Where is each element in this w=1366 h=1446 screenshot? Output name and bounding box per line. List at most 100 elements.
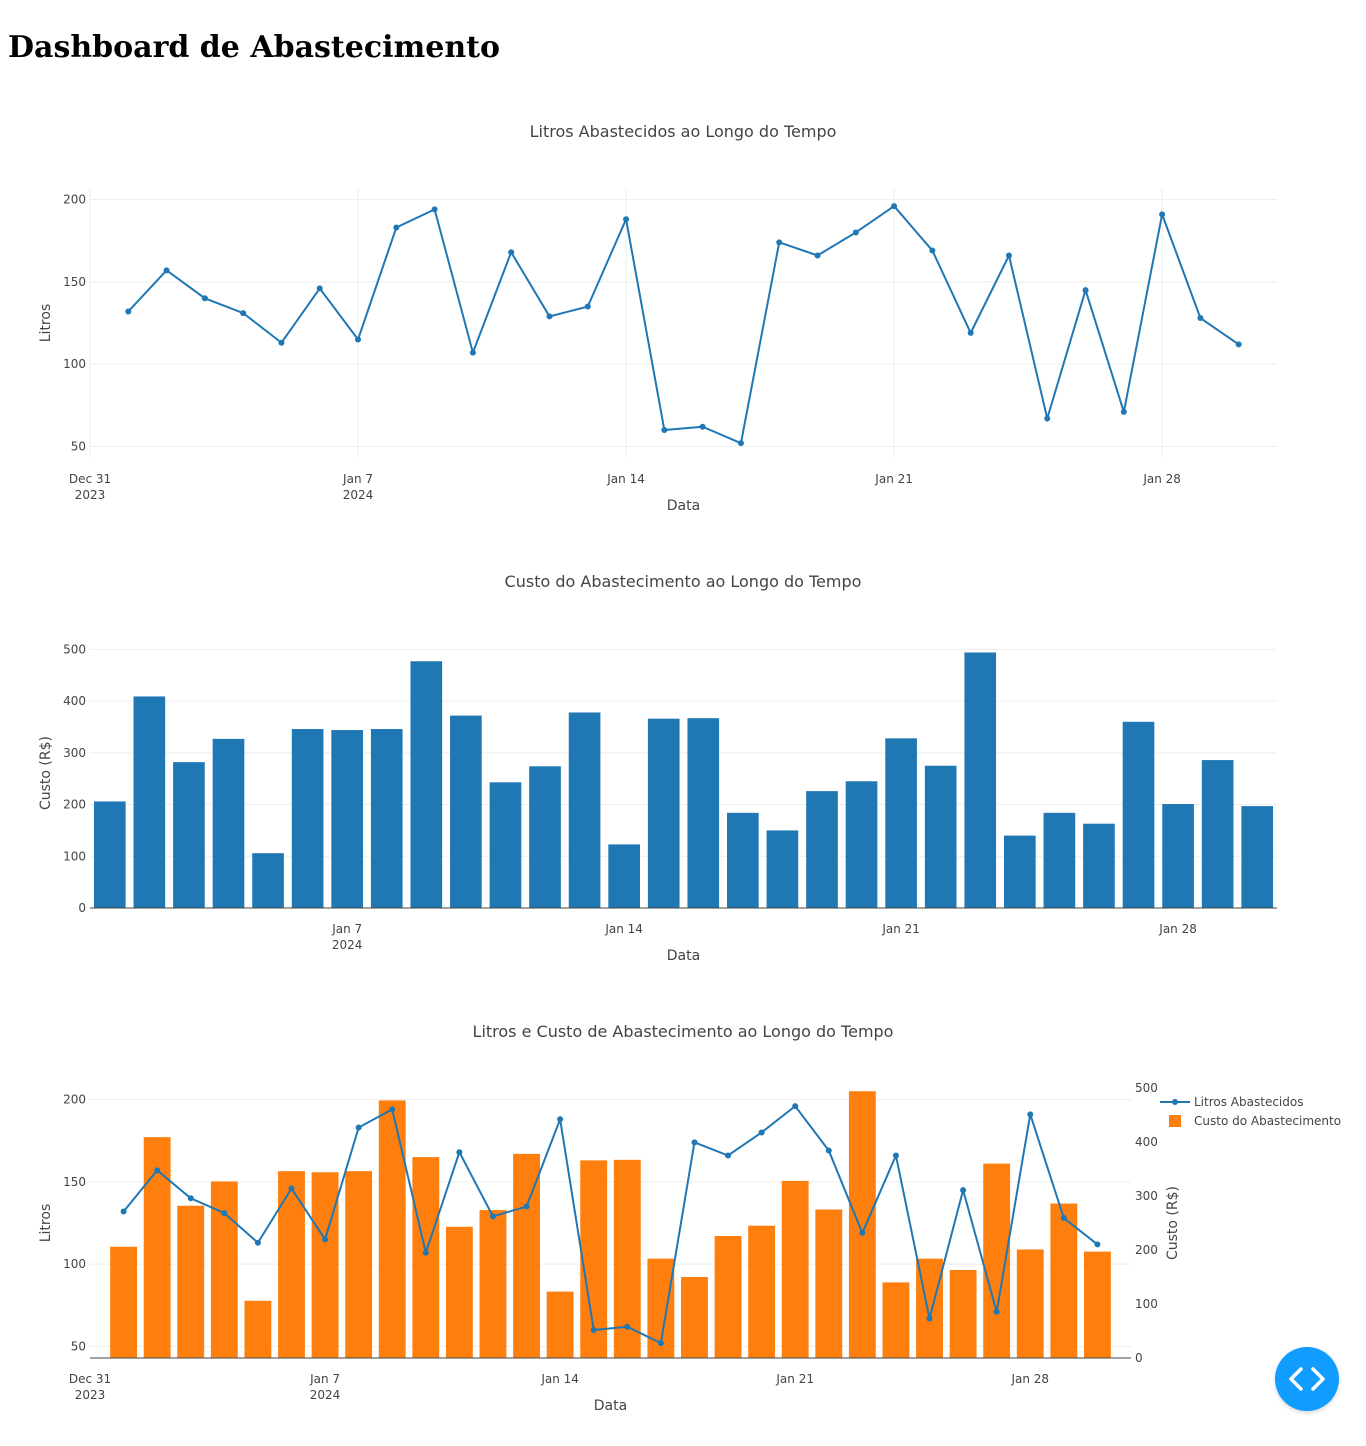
- data-point: [120, 1208, 127, 1215]
- bar: [1043, 812, 1076, 908]
- bar: [608, 844, 640, 908]
- chart-title: Litros e Custo de Abastecimento ao Longo…: [473, 1022, 894, 1041]
- data-point: [1094, 1241, 1101, 1248]
- bar: [781, 1180, 809, 1358]
- bar: [331, 730, 364, 908]
- bar: [1050, 1203, 1078, 1358]
- y-tick-label: 400: [63, 694, 86, 708]
- bar: [1083, 823, 1115, 908]
- data-point: [422, 1249, 429, 1256]
- bar: [882, 1282, 910, 1358]
- data-point: [892, 1152, 899, 1159]
- code-toggle-button[interactable]: [1275, 1347, 1339, 1411]
- data-point: [859, 1229, 866, 1236]
- y-tick-label: 50: [71, 439, 86, 453]
- bar: [714, 1235, 742, 1358]
- bar: [687, 718, 720, 908]
- y-axis-label: Litros: [38, 304, 54, 343]
- y-tick-label: 300: [63, 746, 86, 760]
- bar: [252, 853, 284, 908]
- x-tick-label: Jan 14: [540, 1372, 579, 1386]
- bar: [1201, 760, 1234, 908]
- bar: [489, 782, 522, 908]
- bar: [949, 1269, 977, 1358]
- bar: [924, 765, 957, 908]
- bar: [848, 1091, 876, 1358]
- data-point: [489, 1213, 496, 1220]
- chart-litros-custo[interactable]: Litros e Custo de Abastecimento ao Longo…: [0, 1000, 1366, 1430]
- bar: [378, 1100, 406, 1358]
- y2-tick-label: 0: [1135, 1351, 1143, 1365]
- bar: [412, 1157, 440, 1358]
- x-tick-year: 2023: [75, 1388, 106, 1402]
- bar: [964, 652, 997, 908]
- data-point: [1005, 252, 1012, 259]
- data-point: [201, 295, 208, 302]
- data-point: [163, 267, 170, 274]
- data-point: [926, 1315, 933, 1322]
- x-tick-label: Jan 14: [606, 472, 645, 486]
- y-tick-label: 150: [63, 275, 86, 289]
- x-tick-label: Jan 28: [1142, 472, 1181, 486]
- data-point: [657, 1340, 664, 1347]
- x-tick-label: Jan 7: [331, 922, 362, 936]
- chart-title: Litros Abastecidos ao Longo do Tempo: [530, 122, 837, 141]
- data-point: [691, 1139, 698, 1146]
- bar: [143, 1137, 171, 1358]
- x-tick-label: Jan 14: [604, 922, 643, 936]
- data-point: [623, 216, 630, 223]
- chart-litros[interactable]: Litros Abastecidos ao Longo do Tempo 50 10…: [0, 100, 1366, 530]
- bar: [410, 661, 443, 908]
- data-point: [546, 313, 553, 320]
- bar: [727, 812, 759, 908]
- data-point: [776, 239, 783, 246]
- x-tick-label: Jan 28: [1158, 922, 1197, 936]
- x-tick-label: Jan 21: [881, 922, 920, 936]
- data-point: [469, 349, 476, 356]
- chart-custo[interactable]: Custo do Abastecimento ao Longo do Tempo…: [0, 550, 1366, 980]
- y-tick-label: 100: [63, 849, 86, 863]
- data-point: [852, 229, 859, 236]
- legend-item-custo: Custo do Abastecimento: [1194, 1114, 1341, 1128]
- bar: [244, 1300, 272, 1358]
- x-tick-year: 2024: [310, 1388, 341, 1402]
- series-line: [127, 204, 1240, 445]
- data-point: [1082, 287, 1089, 294]
- data-point: [456, 1149, 463, 1156]
- bar: [291, 729, 324, 908]
- y-tick-label: 0: [78, 901, 86, 915]
- x-tick-label: Jan 28: [1010, 1372, 1049, 1386]
- bar: [845, 781, 878, 908]
- bar: [806, 791, 838, 908]
- data-point: [967, 329, 974, 336]
- bar: [1241, 806, 1274, 908]
- code-icon: [1289, 1367, 1325, 1391]
- data-point: [389, 1106, 396, 1113]
- data-point: [1044, 415, 1051, 422]
- bar: [93, 801, 126, 908]
- y-tick-label: 100: [63, 357, 86, 371]
- data-point: [624, 1323, 631, 1330]
- y2-tick-label: 200: [1135, 1243, 1158, 1257]
- x-tick-label: Dec 31: [69, 1372, 111, 1386]
- data-point: [814, 252, 821, 259]
- bar: [513, 1153, 540, 1358]
- bar: [1122, 721, 1155, 908]
- data-point: [584, 303, 591, 310]
- y-tick-label: 50: [71, 1339, 86, 1353]
- data-point: [960, 1187, 967, 1194]
- data-point: [187, 1195, 194, 1202]
- bar: [529, 766, 561, 908]
- data-point: [125, 308, 132, 315]
- bar: [345, 1171, 373, 1358]
- bar: [212, 738, 245, 908]
- data-point: [891, 203, 898, 210]
- data-point: [699, 423, 706, 430]
- data-point: [1235, 341, 1242, 348]
- bar: [748, 1225, 776, 1358]
- data-point: [590, 1327, 597, 1334]
- data-point: [355, 1124, 362, 1131]
- chart-title: Custo do Abastecimento ao Longo do Tempo: [505, 572, 862, 591]
- data-point: [221, 1210, 228, 1217]
- bar: [568, 712, 601, 908]
